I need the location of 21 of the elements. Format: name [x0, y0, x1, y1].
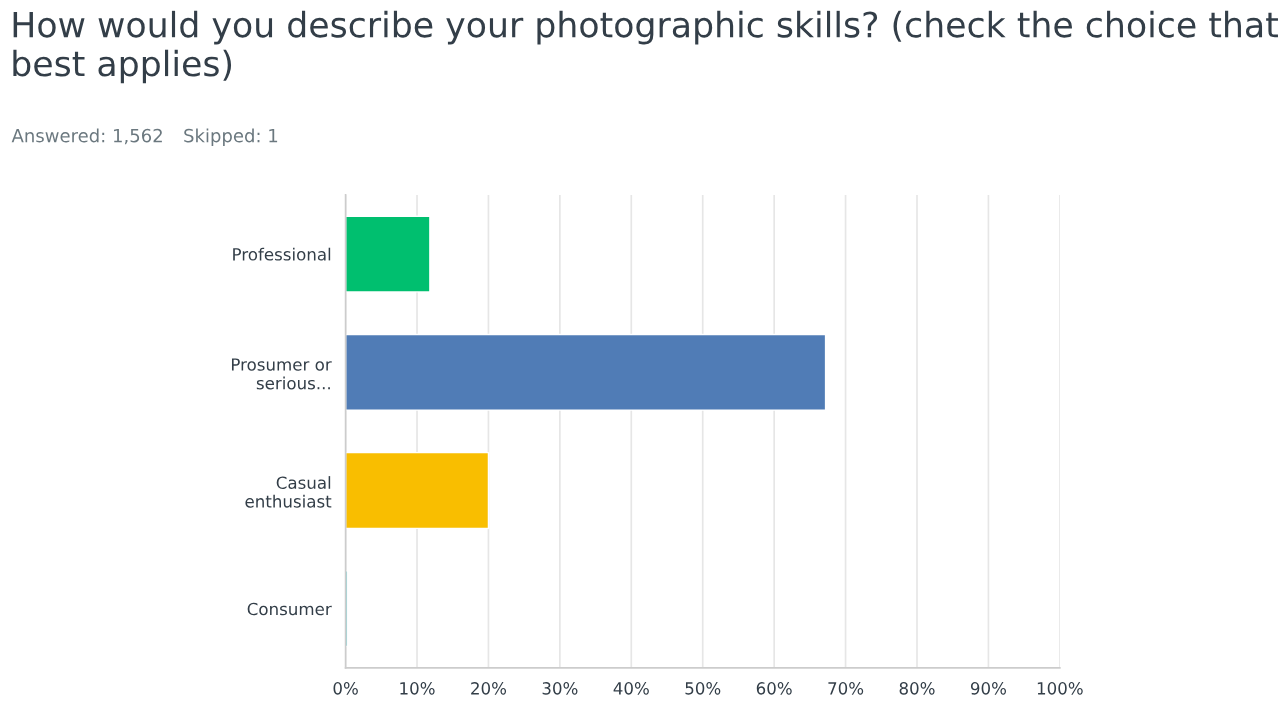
x-tick-label: 10%: [400, 682, 435, 695]
x-tick-label: 80%: [899, 682, 935, 695]
bar: [345, 451, 490, 530]
chart-title: How would you describe your photographic skills? (check the choice that best applies): [13, 10, 1278, 84]
bar: [345, 215, 431, 293]
y-tick-label: Professional: [233, 247, 331, 261]
x-tick-label: 30%: [542, 682, 578, 695]
x-tick-label: 90%: [970, 682, 1007, 695]
x-tick-label: 0%: [333, 682, 358, 695]
x-tick-label: 20%: [471, 682, 507, 695]
text: Skipped: 1: [184, 128, 278, 146]
x-tick-label: 40%: [613, 682, 649, 695]
y-tick-label: Consumer: [247, 602, 332, 616]
bar: [345, 333, 827, 411]
x-tick-label: 60%: [756, 682, 792, 695]
y-tick-label: Prosumer or serious...: [231, 358, 332, 390]
x-tick-label: 70%: [828, 682, 864, 695]
x-tick-label: 50%: [685, 682, 721, 695]
y-tick-label: Casual enthusiast: [245, 476, 332, 508]
x-tick-label: 100%: [1037, 682, 1083, 695]
text: Answered: 1,562: [11, 128, 162, 145]
